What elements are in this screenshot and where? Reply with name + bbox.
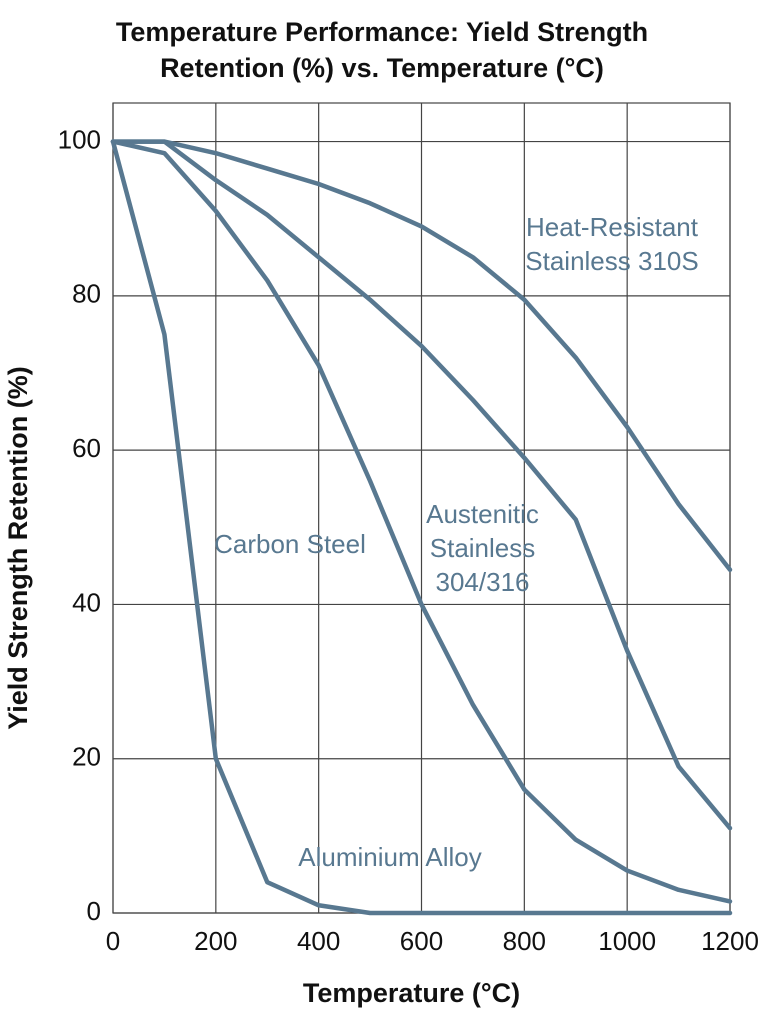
y-tick-label: 0 (87, 896, 101, 926)
y-tick-label: 80 (72, 279, 101, 309)
chart-title: Temperature Performance: Yield Strength … (115, 17, 649, 83)
data-line (110, 139, 733, 904)
y-tick-label: 60 (72, 433, 101, 463)
x-tick-label: 200 (194, 926, 237, 956)
series-label: Carbon Steel (214, 529, 366, 559)
y-tick-label: 20 (72, 742, 101, 772)
data-line (110, 139, 733, 572)
x-tick-label: 0 (106, 926, 120, 956)
series-label: Aluminium Alloy (298, 842, 482, 872)
data-line (110, 139, 733, 831)
data-line (110, 139, 733, 916)
series-label: Austenitic Stainless 304/316 (426, 499, 539, 597)
y-tick-label: 40 (72, 587, 101, 617)
y-axis-label: Yield Strength Retention (%) (3, 366, 33, 730)
x-tick-label: 600 (400, 926, 443, 956)
y-tick-label: 100 (58, 124, 101, 154)
x-tick-label: 800 (503, 926, 546, 956)
x-tick-label: 1000 (598, 926, 656, 956)
series-label: Heat-Resistant Stainless 310S (525, 212, 699, 276)
x-tick-label: 400 (297, 926, 340, 956)
x-tick-label: 1200 (701, 926, 759, 956)
x-axis-label: Temperature (°C) (303, 978, 520, 1008)
